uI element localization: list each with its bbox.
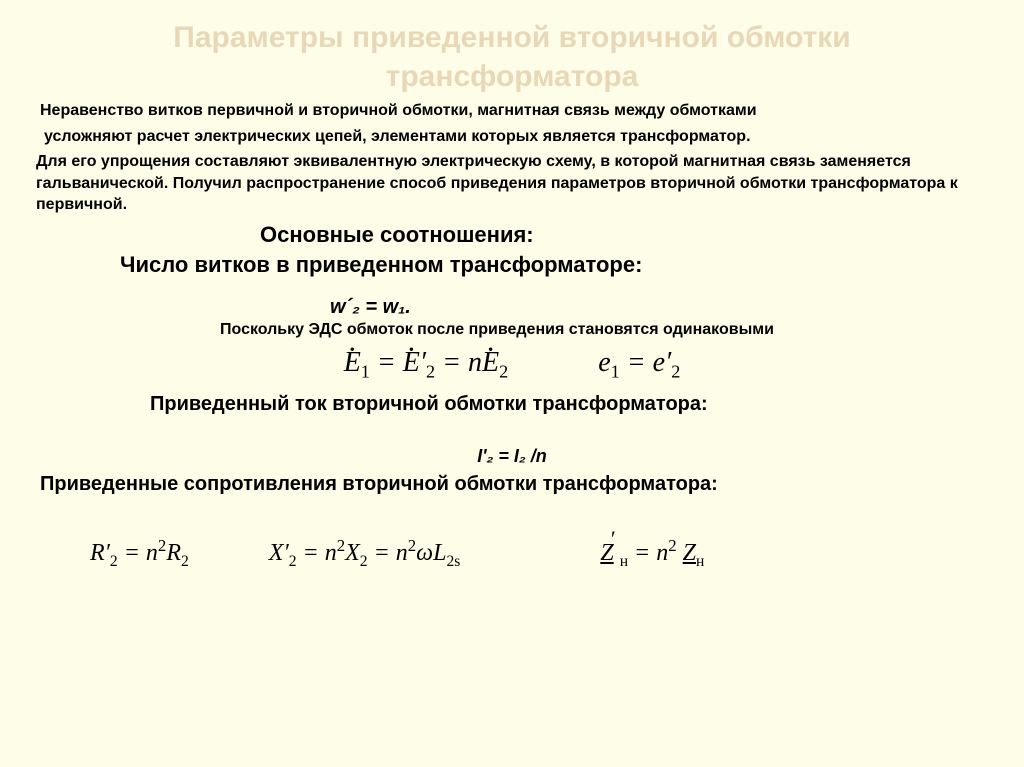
equation-turns: w´₂ = w₁. bbox=[0, 296, 1024, 319]
paragraph-3: Для его упрощения составляют эквивалентн… bbox=[0, 147, 1024, 216]
heading-main: Основные соотношения: bbox=[0, 222, 1024, 248]
equation-zn: Z н = n2 Zн bbox=[540, 536, 704, 571]
note-emf: Поскольку ЭДС обмоток после приведения с… bbox=[0, 321, 1024, 339]
paragraph-2: усложняют расчет электрических цепей, эл… bbox=[0, 122, 1024, 148]
equation-x2: X′2 = n2X2 = n2ωL2s bbox=[269, 536, 461, 571]
title-line-2: трансформатора bbox=[386, 60, 639, 93]
equation-emf-plain: e1 = e′2 bbox=[598, 347, 680, 383]
title-line-1: Параметры приведенной вторичной обмотки bbox=[173, 21, 850, 54]
equation-emf-dot: E1 = E′2 = nE2 bbox=[344, 347, 509, 383]
equation-r2: R′2 = n2R2 bbox=[90, 536, 189, 571]
paragraph-1: Неравенство витков первичной и вторичной… bbox=[0, 96, 1024, 122]
heading-resistance: Приведенные сопротивления вторичной обмо… bbox=[0, 473, 1024, 496]
heading-current: Приведенный ток вторичной обмотки трансф… bbox=[0, 393, 1024, 416]
slide-title: Параметры приведенной вторичной обмотки … bbox=[0, 0, 1024, 96]
heading-turns: Число витков в приведенном трансформатор… bbox=[0, 252, 1024, 278]
equation-resistance-row: R′2 = n2R2 X′2 = n2X2 = n2ωL2s Z н = n2 … bbox=[0, 536, 1024, 571]
equation-emf-row: E1 = E′2 = nE2 e1 = e′2 bbox=[0, 347, 1024, 383]
equation-current: I'₂ = I₂ /n bbox=[0, 446, 1024, 467]
